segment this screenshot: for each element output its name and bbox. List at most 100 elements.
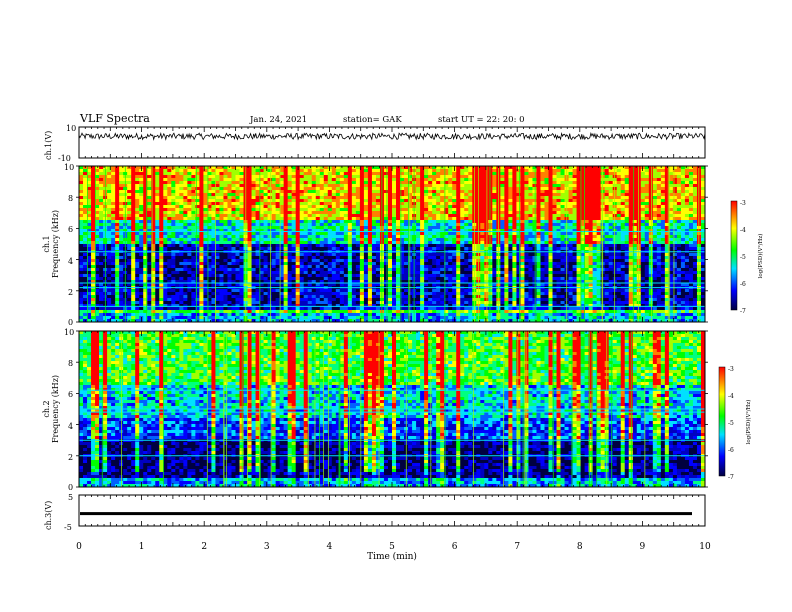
spectrogram-cell xyxy=(347,166,353,170)
spectrogram-cell xyxy=(267,247,273,251)
spectrogram-cell xyxy=(680,199,686,203)
spectrogram-cell xyxy=(331,211,337,215)
spectrogram-cell xyxy=(528,211,533,215)
spectrogram-cell xyxy=(159,196,164,200)
spectrogram-cell xyxy=(560,241,565,245)
spectrogram-cell xyxy=(371,244,377,248)
spectrogram-cell xyxy=(448,187,453,191)
spectrogram-cell xyxy=(319,256,325,260)
spectrogram-cell xyxy=(363,166,369,170)
spectrogram-cell xyxy=(351,193,357,197)
spectrogram-cell xyxy=(648,217,654,221)
spectrogram-cell xyxy=(556,232,561,236)
spectrogram-cell xyxy=(303,235,309,239)
spectrogram-cell xyxy=(215,217,220,221)
spectrogram-cell xyxy=(632,241,638,245)
spectrogram-cell xyxy=(604,223,610,227)
spectrogram-cell xyxy=(175,241,180,245)
spectrogram-cell xyxy=(504,253,509,257)
spectrogram-cell xyxy=(424,232,429,236)
spectrogram-cell xyxy=(251,244,256,248)
spectrogram-cell xyxy=(392,229,397,233)
spectrogram-cell xyxy=(432,187,437,191)
spectrogram-cell xyxy=(516,226,521,230)
spectrogram-cell xyxy=(700,184,706,188)
spectrogram-cell xyxy=(255,208,260,212)
spectrogram-cell xyxy=(359,175,365,179)
spectrogram-cell xyxy=(420,208,425,212)
spectrogram-cell xyxy=(387,187,393,191)
spectrogram-cell xyxy=(83,214,88,218)
spectrogram-cell xyxy=(215,208,220,212)
spectrogram-cell xyxy=(568,241,573,245)
spectrogram-cell xyxy=(492,166,497,170)
spectrogram-cell xyxy=(183,187,188,191)
spectrogram-cell xyxy=(392,166,397,170)
spectrogram-cell xyxy=(279,196,285,200)
spectrogram-cell xyxy=(460,184,465,188)
spectrogram-cell xyxy=(652,172,658,176)
spectrogram-cell xyxy=(664,181,670,185)
spectrogram-cell xyxy=(347,181,353,185)
spectrogram-cell xyxy=(211,223,216,227)
spectrogram-cell xyxy=(223,193,228,197)
spectrogram-cell xyxy=(400,214,405,218)
spectrogram-cell xyxy=(247,166,252,170)
spectrogram-cell xyxy=(187,208,192,212)
spectrogram-cell xyxy=(616,205,622,209)
spectrogram-cell xyxy=(664,253,670,257)
spectrogram-cell xyxy=(672,235,678,239)
spectrogram-cell xyxy=(131,247,136,251)
spectrogram-cell xyxy=(392,214,397,218)
spectrogram-cell xyxy=(315,238,321,242)
spectrogram-cell xyxy=(676,178,682,182)
spectrogram-cell xyxy=(512,193,517,197)
spectrogram-cell xyxy=(628,178,634,182)
spectrogram-cell xyxy=(668,181,674,185)
spectrogram-cell xyxy=(552,226,557,230)
spectrogram-cell xyxy=(512,232,517,236)
spectrogram-cell xyxy=(628,247,634,251)
spectrogram-cell xyxy=(227,169,232,173)
spectrogram-cell xyxy=(367,199,373,203)
spectrogram-cell xyxy=(552,184,557,188)
spectrogram-cell xyxy=(692,208,698,212)
spectrogram-cell xyxy=(203,181,208,185)
spectrogram-cell xyxy=(540,169,545,173)
spectrogram-cell xyxy=(255,256,260,260)
spectrogram-cell xyxy=(239,193,244,197)
spectrogram-cell xyxy=(263,181,268,185)
spectrogram-cell xyxy=(175,187,180,191)
spectrogram-cell xyxy=(552,196,557,200)
spectrogram-cell xyxy=(367,241,373,245)
spectrogram-cell xyxy=(628,235,634,239)
spectrogram-cell xyxy=(692,196,698,200)
spectrogram-cell xyxy=(632,223,638,227)
spectrogram-cell xyxy=(295,208,301,212)
spectrogram-cell xyxy=(171,187,176,191)
spectrogram-cell xyxy=(396,214,401,218)
spectrogram-cell xyxy=(560,223,565,227)
spectrogram-cell xyxy=(159,238,164,242)
spectrogram-cell xyxy=(387,223,393,227)
spectrogram-cell xyxy=(652,232,658,236)
spectrogram-cell xyxy=(315,235,321,239)
spectrogram-cell xyxy=(263,253,268,257)
spectrogram-cell xyxy=(371,202,377,206)
spectrogram-cell xyxy=(331,184,337,188)
spectrogram-cell xyxy=(135,184,140,188)
spectrogram-cell xyxy=(135,256,140,260)
spectrogram-cell xyxy=(127,214,132,218)
spectrogram-cell xyxy=(548,199,553,203)
spectrogram-cell xyxy=(331,187,337,191)
spectrogram-cell xyxy=(596,247,602,251)
spectrogram-cell xyxy=(183,190,188,194)
spectrogram-cell xyxy=(464,196,469,200)
spectrogram-cell xyxy=(444,172,449,176)
spectrogram-cell xyxy=(287,205,293,209)
spectrogram-cell xyxy=(488,256,493,260)
spectrogram-cell xyxy=(171,166,176,170)
spectrogram-cell xyxy=(195,238,200,242)
spectrogram-cell xyxy=(211,178,216,182)
spectrogram-cell xyxy=(460,223,465,227)
